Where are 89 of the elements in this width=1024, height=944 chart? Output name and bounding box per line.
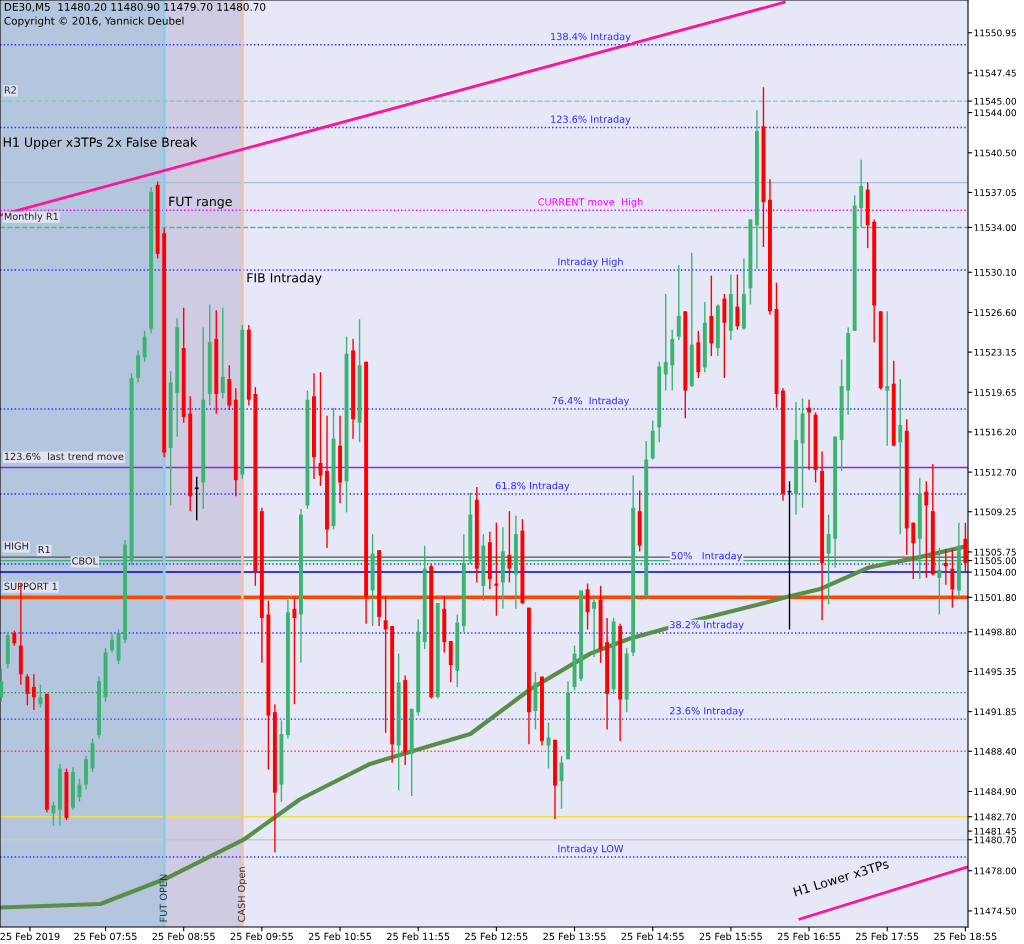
y-tick-label: 11540.50 (974, 149, 1017, 157)
ref-line-label: CASH Open (237, 867, 248, 922)
y-tick-label: 11530.10 (974, 268, 1017, 276)
chart-title: DE30,M5 11480.20 11480.90 11479.70 11480.70 (4, 2, 266, 12)
candlestick (911, 521, 916, 580)
y-tick-label: 11491.85 (974, 708, 1016, 716)
candlestick (676, 264, 681, 341)
x-tick-label: 25 Feb 07:55 (74, 932, 137, 941)
x-tick-label: 25 Feb 11:55 (387, 932, 450, 941)
candlestick (142, 330, 147, 363)
y-tick-label: 11480.70 (974, 836, 1017, 844)
y-tick-label: 11519.65 (974, 389, 1016, 396)
annotation: FIB Intraday (247, 272, 322, 285)
y-tick-label: 11482.70 (974, 813, 1017, 821)
y-tick-label: 11534.00 (974, 224, 1017, 231)
ref-line-label: R1 (38, 545, 50, 553)
candlestick (898, 378, 903, 535)
candlestick (220, 307, 225, 400)
y-tick-label: 11523.15 (974, 348, 1016, 356)
y-tick-label: 11544.00 (974, 109, 1017, 117)
candlestick (950, 548, 955, 609)
candlestick (51, 801, 56, 827)
candlestick (735, 273, 740, 331)
y-tick-label: 11481.45 (974, 827, 1016, 835)
candlestick (592, 596, 597, 658)
x-tick-label: 25 Feb 09:55 (230, 932, 293, 941)
ref-line-label: 123.6% last trend move (4, 452, 124, 461)
candlestick (924, 480, 929, 579)
candlestick (585, 582, 590, 631)
candlestick (859, 158, 864, 229)
y-tick-label: 11474.50 (974, 907, 1017, 915)
candlestick (38, 683, 43, 709)
y-tick-label: 11509.25 (974, 508, 1016, 516)
ref-line-label: 38.2% Intraday (670, 620, 744, 631)
annotation: H1 Upper x3TPs 2x False Break (3, 137, 198, 150)
ref-line-label: 76.4% Intraday (552, 396, 630, 407)
x-tick-label: 25 Feb 16:55 (777, 932, 841, 941)
y-tick-label: 11488.40 (974, 747, 1017, 755)
y-tick-label: 11512.70 (974, 468, 1017, 476)
candlestick (0, 667, 4, 703)
x-tick-label: 25 Feb 12:55 (465, 932, 528, 941)
x-tick-label: 25 Feb 13:55 (543, 932, 606, 941)
ref-line-label: 123.6% Intraday (551, 115, 631, 125)
ref-line-label: 50% Intraday (671, 551, 743, 562)
y-tick-label: 11505.75 (974, 548, 1016, 556)
candlestick (25, 673, 30, 707)
candlestick (663, 293, 668, 392)
candlestick (383, 595, 388, 734)
y-tick-label: 11516.20 (974, 428, 1017, 436)
candlestick (110, 633, 114, 654)
ref-line-label: 61.8% Intraday (495, 481, 570, 492)
y-tick-label: 11484.90 (974, 788, 1017, 796)
y-tick-label: 11505.00 (974, 557, 1017, 565)
ref-line-label: Monthly R1 (4, 212, 58, 222)
y-tick-label: 11526.60 (974, 309, 1017, 317)
x-tick-label: 25 Feb 14:55 (621, 932, 684, 941)
candlestick (292, 596, 297, 705)
ref-line-label: CBOL (72, 557, 98, 565)
candlestick (885, 310, 890, 447)
x-tick-label: 25 Feb 17:55 (856, 932, 919, 941)
ref-line-label: CURRENT move High (538, 198, 643, 208)
ref-line-label: 138.4% Intraday (551, 32, 631, 43)
x-tick-label: 25 Feb 18:55 (934, 932, 997, 941)
candlestick (507, 510, 512, 584)
candlestick (943, 548, 948, 586)
y-tick-label: 11501.80 (974, 594, 1017, 601)
x-tick-label: 25 Feb 10:55 (308, 932, 372, 941)
y-tick-label: 11547.45 (974, 69, 1016, 77)
ref-line-label: HIGH (4, 542, 28, 550)
y-tick-label: 11495.35 (974, 668, 1016, 675)
annotation: H1 Lower x3TPs (793, 858, 890, 897)
y-tick-label: 11545.00 (974, 97, 1017, 105)
x-tick-label: 25 Feb 15:55 (699, 932, 762, 941)
candlestick (136, 349, 141, 384)
y-tick-label: 11537.05 (974, 189, 1016, 196)
candlestick (31, 673, 36, 711)
y-tick-label: 11478.00 (974, 867, 1017, 875)
ref-line-label: Intraday High (558, 257, 623, 268)
band-label: FUT range (169, 196, 232, 209)
ref-line-label: Intraday LOW (558, 844, 624, 855)
x-tick-label: 25 Feb 08:55 (152, 932, 215, 941)
ref-line-label: 23.6% Intraday (670, 706, 744, 717)
y-tick-label: 11550.95 (974, 29, 1016, 37)
ref-line-label: R2 (4, 86, 16, 94)
ref-line-label: FUT OPEN (159, 874, 167, 922)
text: Copyright © 2016, Yannick Deubel (4, 16, 184, 27)
y-tick-label: 11498.80 (974, 628, 1017, 636)
x-tick-label: 25 Feb 2019 (0, 932, 60, 941)
y-tick-label: 11504.00 (974, 568, 1017, 576)
